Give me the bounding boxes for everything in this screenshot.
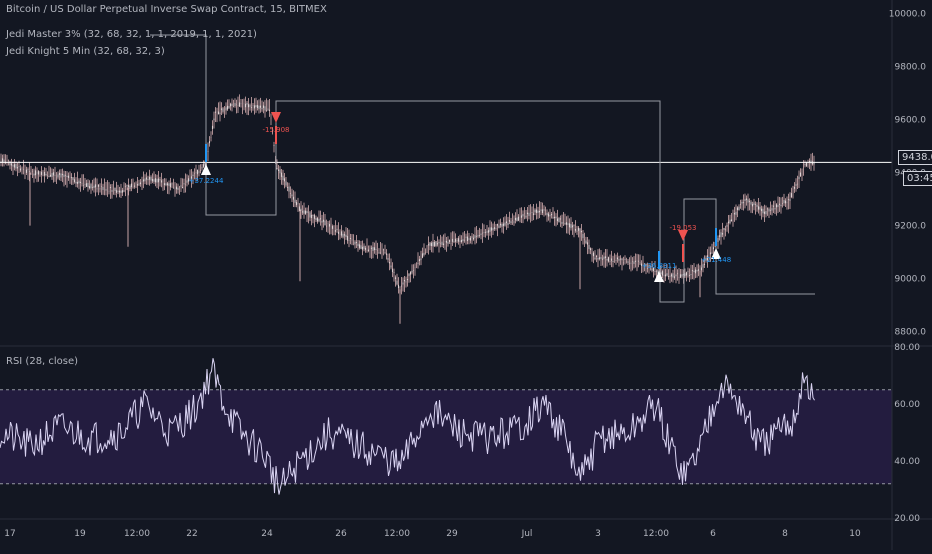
- signal-label: -19.053: [669, 224, 696, 232]
- time-axis-label: 24: [261, 529, 273, 539]
- signal-label: -15.908: [262, 126, 289, 134]
- signal-label: +36.8311: [642, 262, 677, 270]
- strategy-step-line: [150, 34, 815, 303]
- rsi-legend[interactable]: RSI (28, close): [6, 356, 79, 367]
- symbol-title[interactable]: Bitcoin / US Dollar Perpetual Inverse Sw…: [6, 4, 327, 15]
- signal-label: +37.2244: [189, 177, 224, 185]
- rsi-axis-label: 60.00: [894, 400, 920, 410]
- time-axis-label: 26: [335, 529, 347, 539]
- signal-label: +21.448: [701, 256, 731, 264]
- time-axis-label: Jul: [521, 529, 533, 539]
- bar-countdown-label: 03:45: [903, 171, 932, 186]
- current-price-label: 9438.0: [898, 150, 932, 165]
- price-axis-label: 8800.0: [895, 328, 927, 338]
- time-axis-label: 6: [710, 529, 716, 539]
- buy-signal-marker: [201, 164, 211, 175]
- strategy-overlay-layer: +37.2244 -15.908 +36.8311 -19.053 +21.448: [0, 34, 892, 303]
- price-axis-label: 10000.0: [889, 9, 926, 19]
- time-axis-label: 12:00: [643, 529, 669, 539]
- time-axis-label: 12:00: [384, 529, 410, 539]
- sell-signal-marker: [678, 230, 688, 241]
- time-axis-label: 3: [595, 529, 601, 539]
- sell-signal-marker: [271, 112, 281, 123]
- indicator-legend-jedi-master[interactable]: Jedi Master 3% (32, 68, 32, 1, 1, 2019, …: [6, 29, 257, 40]
- price-candles-layer: [0, 94, 815, 324]
- indicator-legend-jedi-knight[interactable]: Jedi Knight 5 Min (32, 68, 32, 3): [6, 46, 165, 57]
- time-axis-label: 12:00: [124, 529, 150, 539]
- buy-signal-marker: [711, 248, 721, 259]
- price-axis-label: 9000.0: [895, 275, 927, 285]
- time-axis-label: 17: [4, 529, 15, 539]
- price-axis-label: 9600.0: [895, 115, 927, 125]
- time-axis-label: 19: [74, 529, 86, 539]
- price-axis-label: 9800.0: [895, 62, 927, 72]
- rsi-axis-label: 20.00: [894, 514, 920, 524]
- buy-signal-marker: [654, 271, 664, 282]
- time-axis-label: 10: [849, 529, 861, 539]
- rsi-line-layer: [0, 358, 892, 495]
- rsi-axis-label: 80.00: [894, 343, 920, 353]
- price-axis-label: 9200.0: [895, 222, 927, 232]
- time-axis-label: 8: [782, 529, 788, 539]
- time-axis-label: 29: [446, 529, 458, 539]
- rsi-axis-label: 40.00: [894, 457, 920, 467]
- rsi-line: [0, 358, 815, 495]
- time-axis-label: 22: [186, 529, 197, 539]
